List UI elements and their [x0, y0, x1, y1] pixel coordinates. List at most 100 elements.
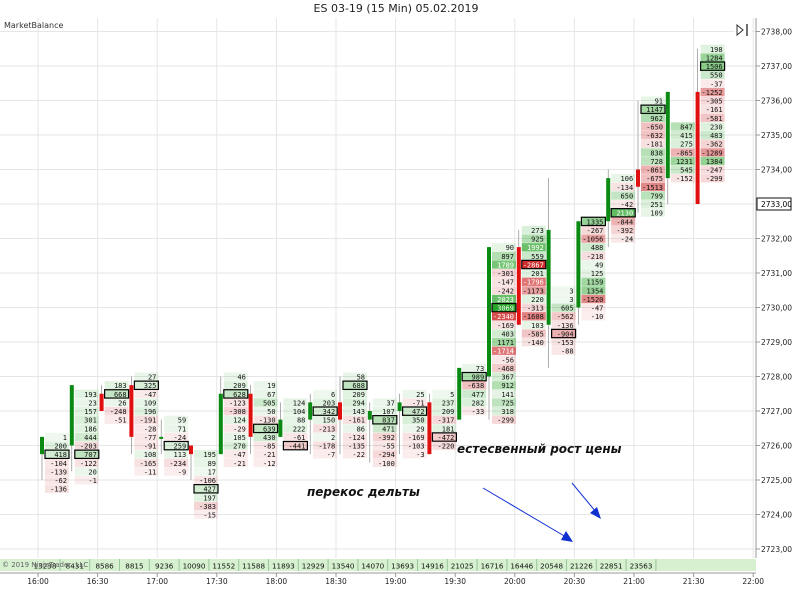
delta-cell — [581, 277, 606, 286]
delta-label: -55 — [382, 443, 395, 451]
delta-label: 688 — [352, 382, 365, 390]
delta-label: 1384 — [706, 158, 723, 166]
price-tick-label: 2728,00 — [761, 373, 792, 382]
delta-label: 29 — [416, 425, 424, 433]
delta-cell — [194, 493, 218, 502]
delta-cell — [670, 165, 695, 174]
delta-label: 3069 — [497, 305, 514, 313]
delta-cell — [134, 458, 159, 468]
delta-label: -392 — [616, 227, 633, 235]
delta-cell — [551, 294, 576, 304]
delta-label: 198 — [710, 46, 723, 54]
delta-cell — [74, 458, 99, 468]
delta-cell — [551, 320, 576, 330]
delta-label: -299 — [497, 417, 514, 425]
candle-body-up — [218, 393, 223, 455]
delta-label: -191 — [140, 417, 157, 425]
delta-label: 430 — [263, 434, 276, 442]
delta-label: -844 — [616, 218, 633, 226]
delta-label: -305 — [706, 98, 723, 106]
delta-cell — [700, 105, 725, 114]
delta-label: 222 — [293, 425, 306, 433]
delta-cell — [641, 96, 665, 105]
dock-icon[interactable] — [734, 22, 752, 38]
delta-cell — [134, 398, 159, 407]
delta-label: -362 — [706, 141, 723, 149]
delta-label: 105 — [233, 434, 246, 442]
candle-body-down — [189, 445, 193, 455]
delta-cell — [432, 389, 457, 399]
delta-cell — [521, 269, 546, 278]
poc-box — [372, 415, 398, 425]
delta-cell — [432, 441, 457, 450]
delta-cell — [432, 424, 457, 433]
delta-label: 270 — [233, 443, 246, 451]
candle-body-down — [99, 393, 104, 411]
delta-cell — [283, 398, 308, 407]
delta-label: 1354 — [587, 287, 604, 295]
delta-cell — [253, 398, 278, 407]
delta-label: 108 — [144, 451, 157, 459]
delta-cell — [492, 398, 516, 407]
delta-label: -472 — [438, 434, 455, 442]
delta-label: 20 — [88, 468, 96, 476]
delta-cell — [313, 424, 338, 433]
time-tick-label: 22:00 — [742, 577, 764, 586]
delta-cell — [253, 441, 278, 450]
delta-cell — [521, 338, 546, 347]
delta-label: -638 — [467, 382, 484, 390]
delta-cell — [74, 432, 99, 442]
delta-cell — [45, 476, 69, 485]
volume-total: 9236 — [155, 562, 174, 571]
delta-label: 925 — [531, 236, 544, 244]
delta-label: 109 — [650, 210, 663, 218]
delta-label: 220 — [531, 296, 544, 304]
indicator-label: MarketBalance — [4, 21, 63, 30]
delta-label: -47 — [591, 305, 604, 313]
delta-cell — [432, 407, 457, 416]
delta-cell — [432, 432, 457, 442]
delta-label: -1796 — [523, 279, 544, 287]
delta-cell — [700, 165, 725, 174]
delta-cell — [700, 174, 725, 183]
volume-total: 21226 — [570, 562, 593, 571]
volume-total: 13693 — [391, 562, 414, 571]
delta-label: 88 — [297, 417, 305, 425]
delta-label: 725 — [501, 399, 514, 407]
delta-cell — [74, 467, 99, 476]
delta-cell — [492, 312, 516, 321]
delta-cell — [104, 389, 129, 399]
time-tick-label: 19:00 — [385, 577, 407, 586]
delta-cell — [700, 122, 725, 131]
delta-cell — [641, 200, 665, 209]
delta-label: 230 — [710, 123, 723, 131]
delta-cell — [134, 415, 159, 424]
delta-label: 23 — [88, 399, 96, 407]
delta-cell — [402, 432, 427, 442]
delta-cell — [581, 269, 606, 278]
delta-cell — [641, 131, 665, 140]
delta-cell — [372, 441, 397, 450]
delta-cell — [253, 432, 278, 442]
delta-cell — [313, 389, 338, 399]
delta-cell — [670, 139, 695, 148]
poc-box — [193, 484, 219, 494]
delta-label: 483 — [710, 132, 723, 140]
delta-cells-layer: 1200418-104-139-62-13619323157301186444-… — [44, 44, 726, 520]
delta-cell — [313, 432, 338, 442]
delta-label: 342 — [323, 408, 336, 416]
delta-label: -139 — [50, 468, 67, 476]
price-tick-label: 2729,00 — [761, 338, 792, 347]
delta-cell — [134, 424, 159, 433]
delta-cell — [313, 441, 338, 450]
delta-cell — [551, 346, 576, 355]
delta-label: 209 — [442, 408, 455, 416]
delta-label: 1284 — [706, 54, 723, 62]
delta-cell — [611, 225, 636, 235]
delta-label: 259 — [174, 443, 187, 451]
delta-label: 141 — [501, 391, 514, 399]
delta-label: -24 — [174, 434, 187, 442]
delta-cell — [283, 441, 308, 450]
delta-label: 444 — [84, 434, 97, 442]
delta-label: -134 — [616, 184, 633, 192]
